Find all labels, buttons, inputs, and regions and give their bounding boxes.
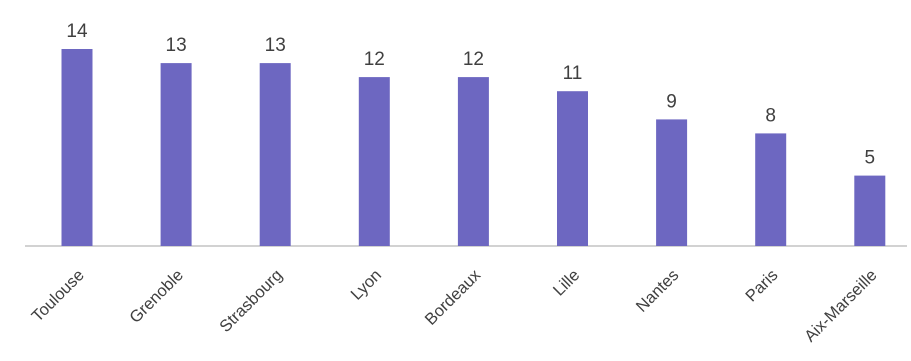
bar-strasbourg (259, 63, 291, 246)
bar-grenoble (160, 63, 192, 246)
bar-lyon (358, 77, 390, 246)
bar-aix-marseille (854, 175, 886, 246)
tick-label-grenoble: Grenoble (126, 266, 187, 327)
tick-label-bordeaux: Bordeaux (422, 266, 485, 329)
bar-bordeaux (457, 77, 489, 246)
tick-label-aix-marseille: Aix-Marseille (801, 266, 881, 346)
tick-label-strasbourg: Strasbourg (216, 266, 286, 336)
value-label-bordeaux: 12 (463, 49, 484, 70)
value-label-aix-marseille: 5 (865, 148, 876, 169)
value-label-strasbourg: 13 (265, 35, 286, 56)
bar-paris (755, 133, 787, 246)
value-label-grenoble: 13 (166, 35, 187, 56)
tick-label-nantes: Nantes (633, 266, 683, 316)
value-labels-group: 14 13 13 12 12 11 9 8 5 (66, 21, 875, 169)
tick-label-lyon: Lyon (348, 266, 386, 304)
tick-label-lille: Lille (550, 266, 583, 299)
bar-nantes (656, 119, 688, 246)
value-label-paris: 8 (765, 105, 776, 126)
value-label-lille: 11 (563, 63, 583, 84)
tick-label-paris: Paris (742, 266, 781, 305)
bar-toulouse (61, 49, 93, 246)
bar-lille (557, 91, 588, 246)
tick-label-toulouse: Toulouse (28, 266, 87, 325)
value-label-lyon: 12 (364, 49, 385, 70)
tick-labels-group: Toulouse Grenoble Strasbourg Lyon Bordeaux Li… (28, 266, 880, 346)
value-label-toulouse: 14 (66, 21, 88, 42)
bars-group (61, 49, 886, 246)
value-label-nantes: 9 (666, 91, 677, 112)
